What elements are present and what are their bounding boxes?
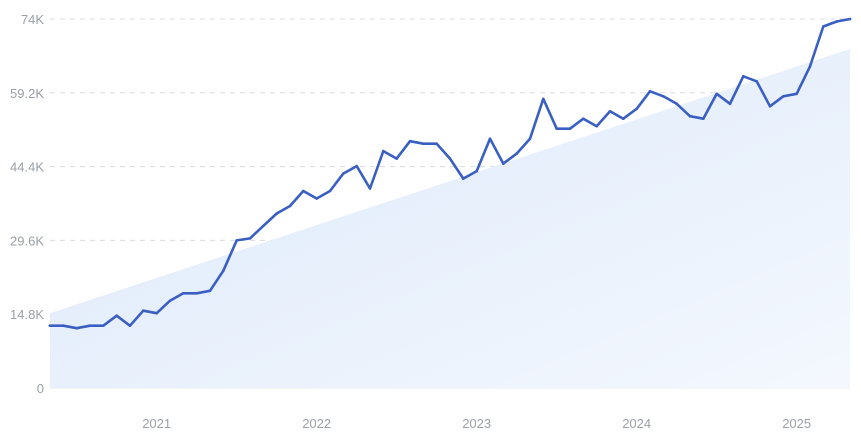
data-point bbox=[88, 324, 92, 328]
data-point bbox=[368, 187, 372, 190]
data-point bbox=[808, 65, 812, 68]
data-point bbox=[582, 117, 585, 120]
data-point bbox=[742, 75, 745, 78]
data-point bbox=[555, 127, 558, 130]
data-point bbox=[248, 237, 252, 240]
data-point bbox=[128, 324, 132, 328]
data-point bbox=[728, 102, 732, 106]
data-point bbox=[675, 102, 678, 106]
data-point bbox=[102, 324, 105, 328]
data-point bbox=[342, 172, 345, 175]
data-point bbox=[635, 107, 638, 111]
data-point bbox=[422, 142, 425, 145]
data-point bbox=[262, 224, 265, 228]
data-point bbox=[142, 309, 145, 313]
x-tick-label: 2022 bbox=[302, 416, 331, 431]
y-tick-label: 14.8K bbox=[10, 307, 44, 322]
data-point bbox=[288, 204, 292, 208]
data-point bbox=[275, 212, 279, 215]
data-point bbox=[382, 149, 385, 153]
data-point bbox=[315, 197, 319, 200]
data-point bbox=[835, 20, 838, 23]
data-point bbox=[448, 157, 452, 160]
data-point bbox=[782, 95, 785, 98]
data-point bbox=[435, 142, 439, 145]
data-point bbox=[195, 292, 198, 295]
y-tick-label: 59.2K bbox=[10, 86, 44, 101]
data-points bbox=[48, 17, 852, 330]
data-point bbox=[648, 90, 652, 93]
data-point bbox=[688, 114, 692, 118]
data-point bbox=[662, 95, 665, 98]
data-point bbox=[515, 152, 518, 155]
y-tick-label: 0 bbox=[37, 381, 44, 396]
data-point bbox=[475, 169, 479, 173]
x-tick-label: 2025 bbox=[782, 416, 811, 431]
data-point bbox=[528, 137, 532, 140]
data-point bbox=[208, 289, 212, 293]
data-point bbox=[75, 326, 78, 330]
trend-area bbox=[50, 48, 850, 389]
data-point bbox=[302, 189, 305, 193]
x-tick-label: 2024 bbox=[622, 416, 651, 431]
data-point bbox=[822, 25, 825, 28]
data-point bbox=[48, 324, 52, 328]
data-point bbox=[462, 177, 465, 180]
data-point bbox=[395, 157, 399, 160]
x-tick-label: 2023 bbox=[462, 416, 491, 431]
y-tick-label: 29.6K bbox=[10, 233, 44, 248]
data-point bbox=[235, 239, 238, 242]
data-point bbox=[115, 314, 118, 318]
data-point bbox=[328, 189, 332, 193]
data-point bbox=[222, 269, 225, 273]
data-point bbox=[355, 164, 359, 168]
data-point bbox=[608, 110, 612, 113]
data-point bbox=[155, 311, 158, 315]
data-point bbox=[595, 124, 598, 128]
data-point bbox=[568, 127, 572, 130]
data-point bbox=[768, 105, 772, 108]
data-point bbox=[168, 299, 172, 303]
data-point bbox=[502, 162, 505, 165]
data-point bbox=[848, 17, 852, 21]
data-point bbox=[62, 324, 65, 328]
y-tick-label: 44.4K bbox=[10, 160, 44, 175]
data-point bbox=[795, 92, 798, 96]
trend-area-fill bbox=[50, 48, 850, 389]
x-tick-label: 2021 bbox=[142, 416, 171, 431]
y-tick-label: 74K bbox=[21, 12, 44, 27]
data-point bbox=[488, 137, 492, 140]
data-point bbox=[182, 292, 185, 295]
data-point bbox=[702, 117, 705, 120]
data-point bbox=[542, 97, 545, 101]
y-axis-labels: 0 14.8K 29.6K 44.4K 59.2K 74K bbox=[10, 12, 44, 396]
data-point bbox=[622, 117, 625, 120]
data-point bbox=[755, 80, 758, 83]
data-point bbox=[408, 139, 412, 143]
x-axis-labels: 2021 2022 2023 2024 2025 bbox=[142, 416, 811, 431]
data-point bbox=[715, 92, 718, 96]
